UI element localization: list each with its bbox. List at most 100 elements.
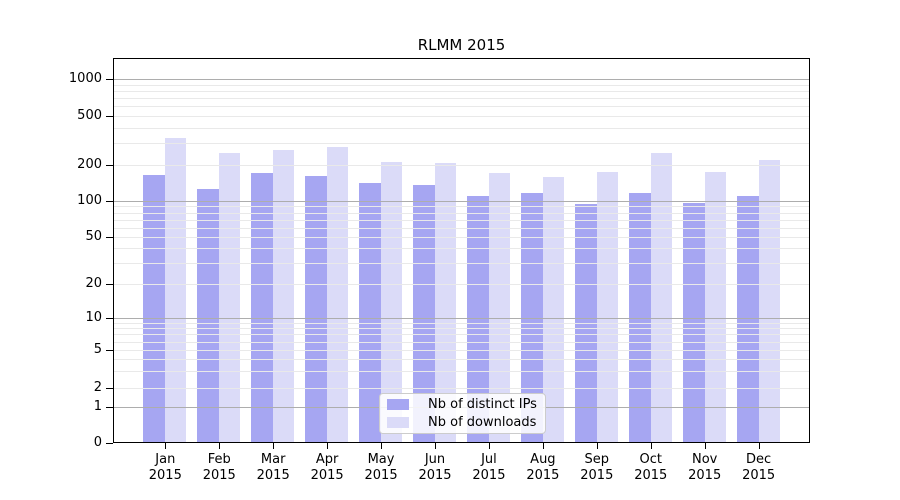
bar-distinct-ips-4 <box>359 182 382 442</box>
bar-distinct-ips-10 <box>682 203 705 442</box>
bar-downloads-10 <box>704 172 726 442</box>
gridline-100 <box>114 201 809 202</box>
x-tick-label-4: May 2015 <box>364 452 398 483</box>
legend-swatch-downloads <box>387 417 409 428</box>
y-tick-mark-20 <box>106 284 113 285</box>
gridline-600 <box>114 106 809 108</box>
x-tick-label-1: Feb 2015 <box>202 452 236 483</box>
x-tick-mark-7 <box>542 443 544 449</box>
bar-distinct-ips-2 <box>251 172 274 442</box>
chart-title: RLMM 2015 <box>417 36 506 54</box>
gridline-90 <box>114 206 809 208</box>
gridline-3 <box>114 371 809 373</box>
y-tick-label-10: 10 <box>85 310 102 325</box>
gridline-30 <box>114 263 809 265</box>
x-tick-label-0: Jan 2015 <box>148 452 182 483</box>
y-tick-mark-1 <box>106 407 113 408</box>
y-tick-mark-500 <box>106 116 113 117</box>
x-tick-label-5: Jun 2015 <box>418 452 452 483</box>
gridline-1000 <box>114 79 809 80</box>
legend-label-distinct-ips: Nb of distinct IPs <box>428 397 537 412</box>
bar-downloads-1 <box>219 152 241 442</box>
bar-distinct-ips-3 <box>305 175 328 442</box>
bar-downloads-6 <box>488 172 510 442</box>
gridline-10 <box>114 318 809 319</box>
legend-item-downloads: Nb of downloads <box>387 415 539 430</box>
gridline-6 <box>114 341 809 343</box>
x-tick-mark-3 <box>327 443 329 449</box>
x-tick-mark-0 <box>165 443 167 449</box>
x-tick-mark-1 <box>219 443 221 449</box>
gridline-8 <box>114 328 809 330</box>
y-tick-label-2: 2 <box>93 380 102 395</box>
legend: Nb of distinct IPs Nb of downloads <box>379 393 546 434</box>
x-tick-label-11: Dec 2015 <box>742 452 776 483</box>
x-tick-mark-6 <box>488 443 490 449</box>
gridline-200 <box>114 165 809 166</box>
y-tick-label-1000: 1000 <box>68 71 102 86</box>
y-tick-label-1: 1 <box>93 399 102 414</box>
x-tick-label-3: Apr 2015 <box>310 452 344 483</box>
gridline-300 <box>114 143 809 145</box>
x-tick-label-10: Nov 2015 <box>688 452 722 483</box>
y-tick-mark-10 <box>106 318 113 319</box>
y-tick-mark-5 <box>106 350 113 351</box>
y-tick-label-100: 100 <box>77 193 102 208</box>
x-tick-mark-9 <box>650 443 652 449</box>
gridline-60 <box>114 227 809 229</box>
y-tick-label-200: 200 <box>77 157 102 172</box>
gridline-20 <box>114 284 809 285</box>
plot-area <box>113 58 810 443</box>
gridline-4 <box>114 359 809 361</box>
y-tick-mark-50 <box>106 237 113 238</box>
y-tick-mark-2 <box>106 388 113 389</box>
gridline-500 <box>114 116 809 117</box>
x-tick-mark-2 <box>273 443 275 449</box>
bar-distinct-ips-0 <box>143 174 166 442</box>
bar-downloads-0 <box>165 138 187 442</box>
x-tick-label-8: Sep 2015 <box>580 452 614 483</box>
x-tick-mark-8 <box>596 443 598 449</box>
x-tick-mark-4 <box>381 443 383 449</box>
legend-item-distinct-ips: Nb of distinct IPs <box>387 397 539 412</box>
y-tick-mark-100 <box>106 201 113 202</box>
gridline-2 <box>114 388 809 389</box>
bar-downloads-8 <box>596 172 618 442</box>
x-tick-mark-11 <box>758 443 760 449</box>
bar-downloads-2 <box>273 149 295 442</box>
gridline-70 <box>114 219 809 221</box>
x-tick-label-7: Aug 2015 <box>526 452 560 483</box>
x-tick-label-6: Jul 2015 <box>472 452 506 483</box>
x-tick-label-9: Oct 2015 <box>634 452 668 483</box>
gridline-400 <box>114 127 809 129</box>
y-tick-mark-1000 <box>106 79 113 80</box>
gridline-5 <box>114 350 809 351</box>
y-tick-mark-0 <box>106 443 113 444</box>
bar-distinct-ips-1 <box>197 188 220 442</box>
gridline-700 <box>114 98 809 100</box>
bar-distinct-ips-7 <box>520 193 543 442</box>
gridline-40 <box>114 248 809 250</box>
gridline-800 <box>114 90 809 92</box>
legend-swatch-distinct-ips <box>387 399 409 410</box>
gridline-9 <box>114 322 809 324</box>
bar-downloads-7 <box>542 176 564 442</box>
y-tick-label-0: 0 <box>93 435 102 450</box>
y-tick-label-20: 20 <box>85 276 102 291</box>
gridline-900 <box>114 84 809 86</box>
grid-layer <box>114 59 809 442</box>
gridline-7 <box>114 334 809 336</box>
gridline-80 <box>114 212 809 214</box>
bar-distinct-ips-9 <box>628 192 651 442</box>
legend-label-downloads: Nb of downloads <box>428 415 537 430</box>
gridline-50 <box>114 237 809 238</box>
bar-downloads-5 <box>435 163 456 442</box>
y-tick-mark-200 <box>106 165 113 166</box>
x-tick-label-2: Mar 2015 <box>256 452 290 483</box>
x-tick-mark-5 <box>435 443 436 449</box>
bar-downloads-9 <box>650 152 672 442</box>
x-tick-mark-10 <box>704 443 706 449</box>
y-tick-label-5: 5 <box>93 342 102 357</box>
y-tick-label-50: 50 <box>85 229 102 244</box>
